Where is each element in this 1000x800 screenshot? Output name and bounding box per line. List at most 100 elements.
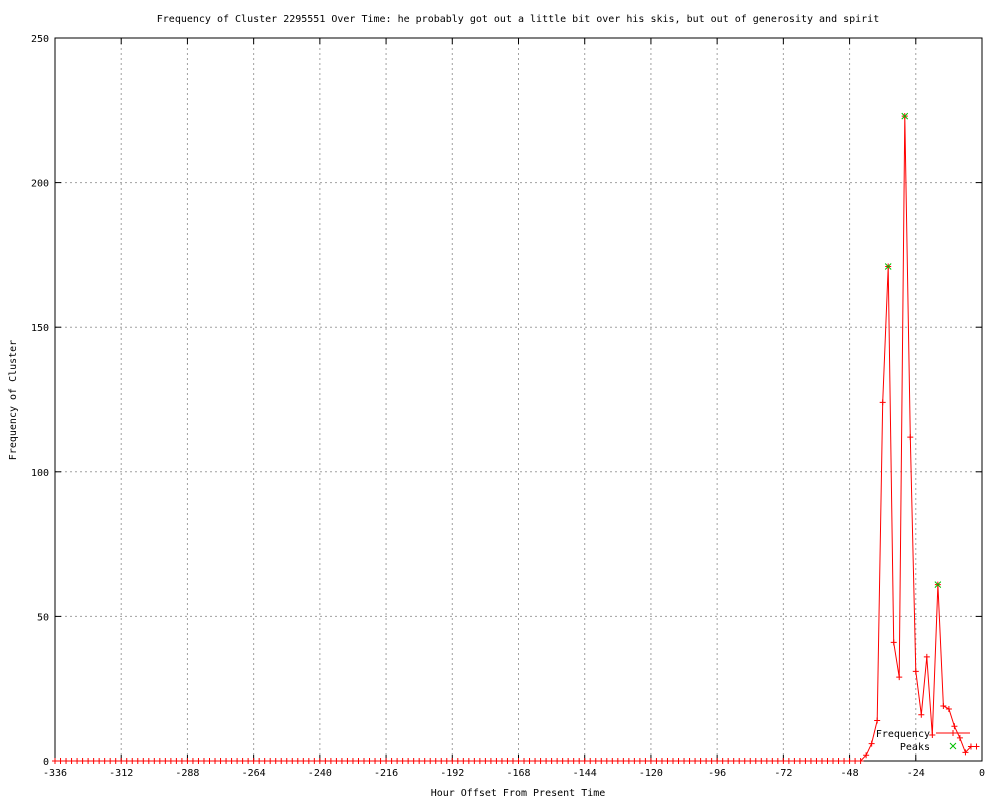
frequency-point	[239, 758, 246, 764]
frequency-point	[372, 758, 379, 764]
frequency-point	[289, 758, 296, 764]
frequency-point	[548, 758, 555, 764]
frequency-point	[642, 758, 649, 764]
frequency-point	[780, 758, 787, 764]
frequency-point	[576, 758, 583, 764]
frequency-point	[725, 758, 732, 764]
x-tick-label: -120	[639, 768, 663, 779]
frequency-point	[807, 758, 814, 764]
frequency-point	[206, 758, 213, 764]
frequency-point	[896, 674, 903, 681]
frequency-point	[421, 758, 428, 764]
frequency-point	[361, 758, 367, 764]
frequency-point	[658, 758, 665, 764]
frequency-point	[631, 758, 638, 764]
frequency-point	[664, 758, 671, 764]
frequency-point	[730, 758, 737, 764]
frequency-point	[818, 758, 825, 764]
frequency-point	[907, 434, 914, 441]
frequency-point	[405, 758, 412, 764]
frequency-point	[857, 758, 864, 764]
frequency-point	[68, 758, 75, 764]
legend: Frequency Peaks	[876, 729, 970, 753]
frequency-point	[162, 758, 169, 764]
y-tick-label: 50	[37, 612, 49, 623]
frequency-point	[261, 758, 268, 764]
frequency-point	[256, 758, 263, 764]
frequency-point	[427, 758, 434, 764]
frequency-point	[802, 758, 809, 764]
frequency-point	[112, 758, 119, 764]
x-tick-label: -96	[708, 768, 726, 779]
frequency-point	[322, 758, 329, 764]
frequency-point	[96, 758, 103, 764]
frequency-point	[416, 758, 423, 764]
frequency-point	[383, 758, 390, 764]
frequency-point	[609, 758, 616, 764]
frequency-point	[223, 758, 230, 764]
frequency-point	[173, 758, 180, 764]
frequency-point	[267, 758, 274, 764]
frequency-point	[349, 758, 356, 764]
frequency-point	[63, 758, 70, 764]
frequency-point	[796, 758, 803, 764]
y-tick-label: 100	[31, 468, 49, 479]
frequency-point	[929, 731, 936, 738]
frequency-point	[482, 758, 489, 764]
frequency-point	[316, 758, 323, 764]
frequency-point	[140, 758, 147, 764]
frequency-point	[189, 758, 196, 764]
frequency-point	[940, 703, 947, 710]
y-tick-label: 0	[43, 757, 49, 768]
chart-title: Frequency of Cluster 2295551 Over Time: …	[157, 14, 879, 25]
frequency-point	[394, 758, 401, 764]
frequency-point	[570, 758, 577, 764]
frequency-point	[967, 743, 974, 750]
frequency-point	[868, 740, 875, 747]
frequency-point	[681, 758, 688, 764]
peak-point	[934, 581, 942, 588]
frequency-point	[719, 758, 726, 764]
frequency-point	[521, 758, 528, 764]
frequency-point	[841, 758, 848, 764]
frequency-point	[852, 758, 859, 764]
frequency-point	[327, 758, 334, 764]
frequency-point	[487, 758, 494, 764]
frequency-point	[509, 758, 516, 764]
frequency-point	[636, 758, 643, 764]
frequency-point	[333, 758, 340, 764]
frequency-point	[747, 758, 754, 764]
x-tick-label: -72	[774, 768, 792, 779]
x-tick-label: 0	[979, 768, 985, 779]
x-tick-label: -264	[242, 768, 266, 779]
frequency-point	[443, 758, 450, 764]
frequency-point	[830, 758, 837, 764]
frequency-point	[714, 758, 721, 764]
frequency-point	[245, 758, 252, 764]
peak-point	[901, 112, 909, 120]
axes: -336 -312 -288 -264 -240 -216 -192 -168 -144 -120…	[31, 34, 985, 779]
frequency-point	[471, 758, 478, 764]
frequency-point	[625, 758, 632, 764]
frequency-point	[537, 758, 544, 764]
frequency-point	[951, 723, 958, 730]
frequency-point	[752, 758, 759, 764]
frequency-point	[344, 758, 351, 764]
frequency-point	[769, 758, 776, 764]
frequency-point	[85, 758, 92, 764]
frequency-point	[57, 758, 64, 764]
frequency-point	[736, 758, 743, 764]
legend-marker-frequency	[950, 730, 956, 736]
y-tick-label: 150	[31, 323, 49, 334]
frequency-point	[388, 758, 395, 764]
frequency-point	[129, 758, 136, 764]
frequency-point	[697, 758, 704, 764]
frequency-point	[250, 758, 257, 764]
frequency-point	[973, 743, 980, 750]
frequency-point	[366, 758, 373, 764]
x-tick-label: -24	[907, 768, 925, 779]
frequency-point	[151, 758, 158, 764]
frequency-point	[918, 711, 925, 718]
frequency-point	[300, 758, 307, 764]
